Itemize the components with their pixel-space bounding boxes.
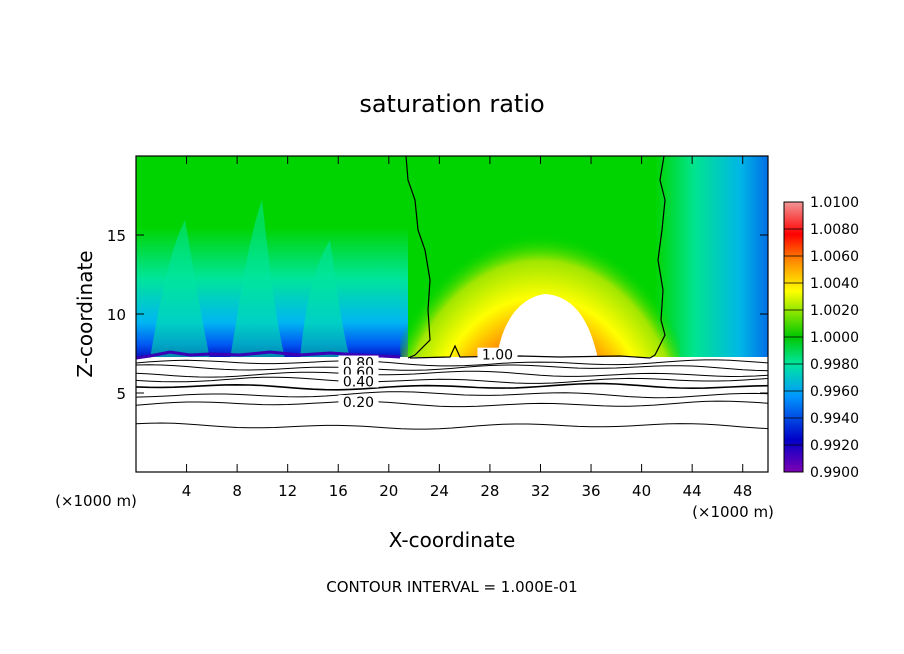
contour-line: [136, 370, 768, 378]
colorbar-tick-label: 1.0000: [810, 330, 859, 346]
x-tick-label: 48: [733, 482, 752, 500]
x-axis-ticks: 4 8 12 16 20 24 28 32 36 40 44 48: [182, 156, 752, 500]
colorbar-tick-label: 0.9960: [810, 384, 859, 400]
colorbar-tick-label: 1.0060: [810, 249, 859, 265]
contour-label-bg: [338, 374, 379, 388]
contour-label: 1.00: [482, 348, 513, 364]
contour-label: 0.40: [343, 375, 374, 391]
colorbar-ticks: 1.0100 1.0080 1.0060 1.0040 1.0020 1.0000 0.99…: [784, 195, 859, 481]
y-axis-label: Z-coordinate: [73, 250, 97, 377]
x-tick-label: 20: [379, 482, 398, 500]
cloud-base-edge: [136, 350, 401, 360]
contour-right-boundary: [649, 156, 666, 359]
colorbar-tick-label: 0.9920: [810, 438, 859, 454]
contour-line: [136, 382, 768, 391]
contour-line: [136, 359, 768, 367]
colorbar-tick-label: 0.9980: [810, 357, 859, 373]
x-tick-label: 12: [278, 482, 297, 500]
chart-title: saturation ratio: [359, 90, 544, 118]
colorbar-tick-label: 1.0080: [810, 222, 859, 238]
colorbar-tick-label: 1.0020: [810, 303, 859, 319]
x-axis-label: X-coordinate: [389, 528, 516, 552]
y-tick-label: 10: [107, 306, 126, 324]
colorbar: 1.0100 1.0080 1.0060 1.0040 1.0020 1.0000 0.99…: [783, 195, 859, 481]
colorbar-tick-label: 1.0040: [810, 276, 859, 292]
x-tick-label: 4: [182, 482, 192, 500]
x-tick-label: 32: [531, 482, 550, 500]
x-tick-label: 40: [632, 482, 651, 500]
contour-label-bg: [477, 347, 518, 361]
contour-left-boundary: [405, 156, 431, 359]
colorbar-tick-label: 0.9940: [810, 411, 859, 427]
contour-interval-note: CONTOUR INTERVAL = 1.000E-01: [326, 578, 577, 596]
x-tick-label: 24: [430, 482, 449, 500]
contour-line: [136, 400, 768, 408]
contour-line: [136, 391, 768, 399]
y-tick-label: 5: [116, 385, 126, 403]
contour-line: [136, 422, 768, 430]
contour-lines: [136, 359, 768, 430]
x-unit-left: (×1000 m): [55, 492, 137, 510]
chart-title-text: saturation ratio: [359, 90, 544, 118]
plot-area: 1.000.800.600.400.20: [136, 156, 768, 472]
x-unit-right: (×1000 m): [692, 503, 774, 521]
colorbar-tick-label: 0.9900: [810, 465, 859, 481]
contour-line: [136, 376, 768, 384]
contour-label: 0.20: [343, 395, 374, 411]
x-tick-label: 16: [329, 482, 348, 500]
contour-label-bg: [338, 395, 379, 409]
x-tick-label: 44: [683, 482, 702, 500]
x-tick-label: 8: [232, 482, 242, 500]
supersaturated-region: [497, 294, 598, 359]
y-tick-label: 15: [107, 227, 126, 245]
contour-line: [136, 364, 768, 372]
x-tick-label: 28: [480, 482, 499, 500]
colorbar-tick-label: 1.0100: [810, 195, 859, 211]
x-tick-label: 36: [581, 482, 600, 500]
left-plume-streaks: [150, 200, 350, 359]
y-axis-ticks: 5 10 15: [107, 227, 768, 403]
contour-labels: 1.000.800.600.400.20: [338, 347, 518, 411]
